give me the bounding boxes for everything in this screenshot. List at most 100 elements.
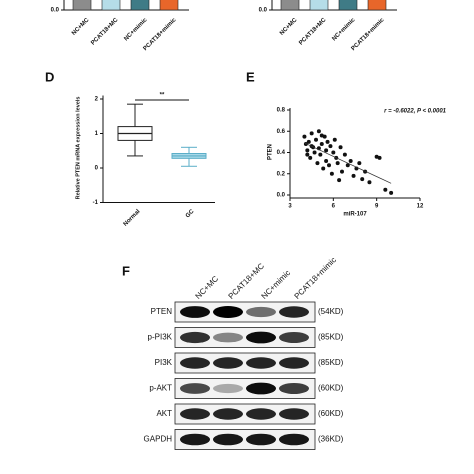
x-tick-label: PCAT18+MC <box>90 17 120 47</box>
row-label: PI3K <box>155 358 173 367</box>
x-axis-label: miR-107 <box>343 212 367 218</box>
size-label: (60KD) <box>318 409 344 418</box>
point <box>306 139 311 144</box>
point <box>389 190 394 195</box>
band <box>279 383 309 394</box>
y-axis-label: Relative PTEN mRNA expression levels <box>75 97 81 200</box>
y-tick-label: 2 <box>95 97 99 103</box>
row-label: GAPDH <box>144 435 173 444</box>
blot-row <box>174 429 316 450</box>
point <box>325 139 330 144</box>
size-label: (85KD) <box>318 333 344 342</box>
band <box>246 306 276 318</box>
point <box>335 161 340 166</box>
point <box>309 131 314 136</box>
y-tick-label: 0.6 <box>277 129 286 135</box>
band <box>213 433 243 446</box>
point <box>331 150 336 155</box>
point <box>318 152 323 157</box>
point <box>377 155 382 160</box>
bar <box>338 0 358 11</box>
band <box>213 332 243 343</box>
point <box>342 152 347 157</box>
band <box>213 357 243 369</box>
band <box>180 306 210 318</box>
point <box>315 161 320 166</box>
band <box>279 357 309 369</box>
band <box>279 408 309 420</box>
band <box>180 331 210 344</box>
size-label: (36KD) <box>318 435 344 444</box>
x-tick-label: 12 <box>417 204 424 210</box>
band <box>279 306 309 318</box>
band <box>246 331 276 344</box>
band <box>213 383 243 394</box>
point <box>305 148 310 153</box>
point <box>319 133 324 138</box>
blot-row <box>174 378 316 399</box>
band <box>180 408 210 420</box>
panel-label: F <box>122 263 130 278</box>
bar <box>280 0 300 11</box>
y-tick-label: 0.0 <box>51 8 60 14</box>
point <box>312 150 317 155</box>
point <box>324 159 329 163</box>
band <box>180 383 210 394</box>
bar <box>367 0 387 11</box>
point <box>345 163 350 168</box>
column-label: NC+MC <box>194 274 221 301</box>
x-tick-label: 9 <box>375 204 379 210</box>
blot-row <box>174 352 316 374</box>
point <box>305 152 310 157</box>
row-label: AKT <box>156 409 172 418</box>
significance: ** <box>160 93 165 99</box>
point <box>308 155 313 160</box>
size-label: (85KD) <box>318 358 344 367</box>
band <box>213 306 243 318</box>
x-tick-label: NC+MC <box>71 17 91 37</box>
x-tick-label: 6 <box>332 204 336 210</box>
x-tick-label: PCAT18+MC <box>298 17 328 47</box>
point <box>324 148 329 153</box>
row-label: PTEN <box>151 307 173 316</box>
band <box>213 408 243 420</box>
point <box>319 142 324 146</box>
point <box>360 177 365 182</box>
point <box>332 137 337 142</box>
point <box>314 137 318 142</box>
point <box>338 145 343 150</box>
x-tick-label: 3 <box>288 204 292 210</box>
x-tick-label: GC <box>185 208 196 219</box>
y-tick-label: 0.0 <box>259 8 268 14</box>
blot-row <box>174 301 316 323</box>
annotation: r = -0.6022, P < 0.0001 <box>384 109 446 115</box>
band <box>246 433 276 446</box>
x-tick-label: Normal <box>123 209 142 228</box>
size-label: (54KD) <box>318 307 344 316</box>
y-tick-label: -1 <box>93 200 99 206</box>
x-tick-label: NC+mimic <box>331 17 357 43</box>
point <box>348 159 353 163</box>
x-tick-label: NC+MC <box>279 17 299 37</box>
y-tick-label: 0.8 <box>277 108 286 114</box>
bar <box>130 0 150 11</box>
point <box>337 178 342 183</box>
y-tick-label: 0.0 <box>277 193 286 199</box>
bar <box>101 0 121 11</box>
band <box>246 357 276 369</box>
band <box>180 357 210 369</box>
y-axis-label: PTEN <box>268 144 274 160</box>
row-label: p-PI3K <box>148 333 173 342</box>
point <box>327 163 331 168</box>
size-label: (60KD) <box>318 384 344 393</box>
point <box>321 166 326 171</box>
band <box>279 332 309 343</box>
band <box>279 433 309 446</box>
column-label: PCAT18+mimic <box>293 256 338 301</box>
x-tick-label: NC+mimic <box>123 17 149 43</box>
bar <box>309 0 329 11</box>
bar <box>159 0 179 11</box>
point <box>357 161 362 166</box>
bar <box>72 0 92 11</box>
